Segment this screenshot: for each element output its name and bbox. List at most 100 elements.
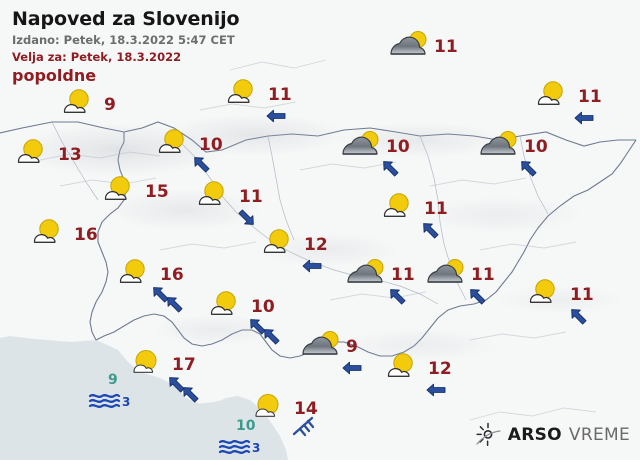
mostly-cloudy-icon xyxy=(340,130,384,164)
wind-arrow-sw xyxy=(383,161,399,177)
wind-arrow-sw xyxy=(467,288,487,308)
partly-sunny-icon xyxy=(158,129,184,153)
mostly-cloudy-icon xyxy=(478,130,522,164)
partly-sunny-icon xyxy=(104,176,130,200)
mostly-cloudy-icon xyxy=(388,30,432,64)
partly-sunny-icon xyxy=(16,138,50,172)
temperature-value: 10 xyxy=(386,137,410,157)
wind-arrow-w xyxy=(574,111,594,125)
wind-arrow-sw xyxy=(194,157,210,173)
partly-sunny-icon xyxy=(386,352,420,386)
mostly-cloudy-icon xyxy=(342,131,379,155)
temperature-value: 14 xyxy=(294,399,318,419)
wind-arrow-w xyxy=(426,383,446,397)
partly-sunny-icon xyxy=(198,181,224,205)
wind-arrow-sw xyxy=(387,288,407,308)
temperature-value: 10 xyxy=(199,135,223,155)
mostly-cloudy-icon xyxy=(427,259,464,283)
partly-sunny-icon xyxy=(62,88,96,122)
mostly-cloudy-icon xyxy=(480,131,517,155)
partly-sunny-icon xyxy=(119,259,145,283)
wind-arrow-ne xyxy=(237,209,257,230)
mostly-cloudy-icon xyxy=(347,259,384,283)
wind-arrow-sw-second xyxy=(261,328,281,348)
wind-arrow-sw xyxy=(521,161,537,177)
wind-arrow-sw xyxy=(250,319,266,335)
wind-arrow-sw xyxy=(166,376,186,396)
temperature-value: 16 xyxy=(74,225,98,245)
sun-rays-icon xyxy=(476,422,501,447)
partly-sunny-icon xyxy=(387,353,413,377)
wind-arrow-w xyxy=(266,109,286,123)
wind-arrow-w xyxy=(426,382,446,402)
wave-icon xyxy=(88,393,121,408)
temperature-value: 11 xyxy=(471,265,495,285)
temperature-value: 13 xyxy=(58,145,82,165)
mostly-cloudy-icon xyxy=(345,258,389,292)
sunny-icon xyxy=(252,392,286,426)
wind-arrow-sw xyxy=(191,156,211,176)
wind-arrow-ne xyxy=(238,209,254,225)
wind-arrow-sw xyxy=(183,387,199,403)
wind-arrow-sw xyxy=(470,289,486,305)
wind-arrow-sw xyxy=(169,377,185,393)
wind-barb-icon xyxy=(292,416,315,437)
temperature-value: 11 xyxy=(391,265,415,285)
wind-arrow-w xyxy=(574,110,594,130)
wind-arrow-sw xyxy=(264,329,280,345)
wind-arrow-sw xyxy=(153,287,169,303)
wind-arrow-sw xyxy=(423,223,439,239)
partly-sunny-icon xyxy=(32,218,66,252)
valid-text: Velja za: Petek, 18.3.2022 xyxy=(12,50,182,64)
temperature-value: 9 xyxy=(104,95,116,115)
wave-height-sea-north: 3 xyxy=(122,395,131,409)
partly-sunny-icon xyxy=(263,229,289,253)
wind-arrow-sw xyxy=(518,160,538,180)
wind-arrow-w xyxy=(302,258,322,278)
temperature-value: 15 xyxy=(145,182,169,202)
slovenia-border xyxy=(0,121,636,153)
sea-temperature-sea-south: 10 xyxy=(236,418,256,434)
part-of-day-label: popoldne xyxy=(12,66,97,85)
wind-barb xyxy=(290,414,316,442)
arso-vreme-logo[interactable]: ARSO VREME xyxy=(475,422,630,448)
border-west xyxy=(89,132,127,341)
temperature-value: 11 xyxy=(434,37,458,57)
partly-sunny-icon xyxy=(536,80,570,114)
partly-sunny-icon xyxy=(63,89,89,113)
mostly-cloudy-icon xyxy=(302,331,339,355)
wind-arrow-sw xyxy=(150,286,170,306)
temperature-value: 10 xyxy=(524,137,548,157)
wind-arrow-w xyxy=(342,361,362,375)
wind-arrow-sw xyxy=(390,289,406,305)
partly-sunny-icon xyxy=(209,290,243,324)
forecast-header: Napoved za Slovenijo Izdano: Petek, 18.3… xyxy=(12,8,240,85)
wave-icon-sea-south xyxy=(218,438,252,458)
temperature-value: 12 xyxy=(304,235,328,255)
wave-icon-sea-north xyxy=(88,392,122,412)
partly-sunny-icon xyxy=(17,139,43,163)
mostly-cloudy-icon xyxy=(425,258,469,292)
partly-sunny-icon xyxy=(383,193,409,217)
partly-sunny-icon xyxy=(103,175,137,209)
temperature-value: 11 xyxy=(570,285,594,305)
mostly-cloudy-icon xyxy=(300,330,344,364)
wind-arrow-sw xyxy=(380,160,400,180)
temperature-value: 11 xyxy=(239,187,263,207)
sunny-icon xyxy=(130,348,164,382)
partly-sunny-icon xyxy=(528,278,562,312)
partly-sunny-icon xyxy=(33,219,59,243)
sunny-icon xyxy=(133,350,157,373)
issued-text: Izdano: Petek, 18.3.2022 5:47 CET xyxy=(12,33,235,47)
wind-arrow-w xyxy=(302,259,322,273)
page-title: Napoved za Slovenijo xyxy=(12,8,240,30)
temperature-value: 17 xyxy=(172,355,196,375)
logo-vreme: VREME xyxy=(568,425,630,445)
partly-sunny-icon xyxy=(210,291,236,315)
logo-arso: ARSO xyxy=(507,425,562,445)
temperature-value: 9 xyxy=(346,337,358,357)
partly-sunny-icon xyxy=(262,228,296,262)
temperature-value: 11 xyxy=(268,85,292,105)
